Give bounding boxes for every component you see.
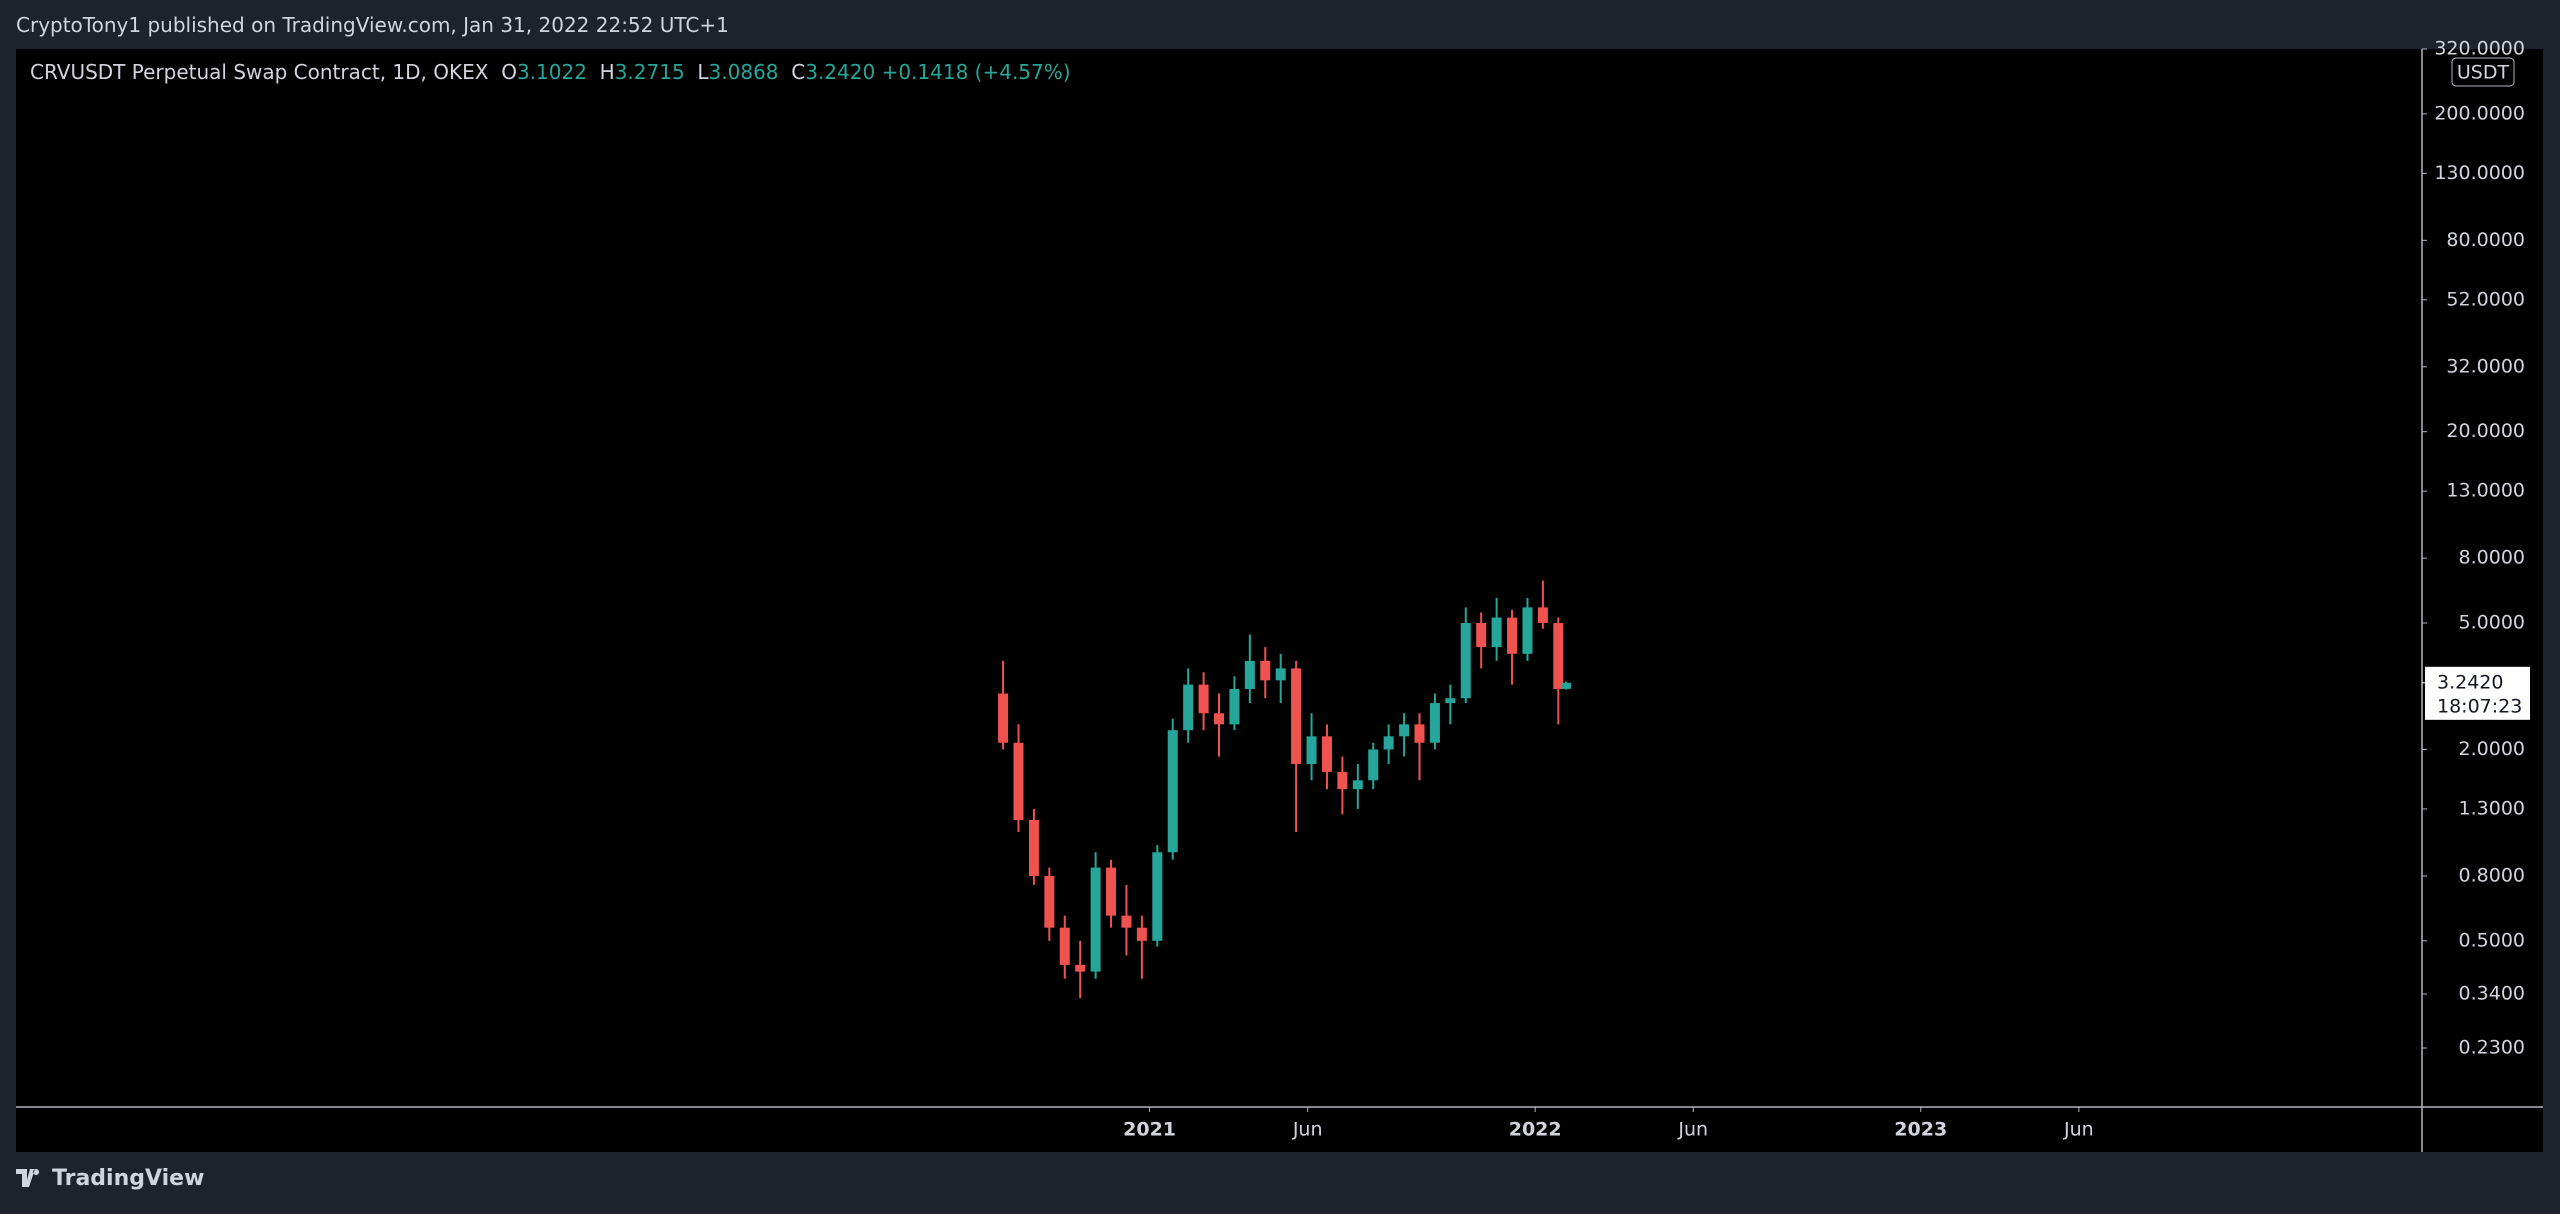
x-tick-label: 2023 bbox=[1894, 1119, 1947, 1141]
x-tick-label: 2022 bbox=[1509, 1119, 1562, 1141]
candle-body bbox=[1121, 915, 1132, 928]
candle-body bbox=[1044, 875, 1055, 928]
legend: CRVUSDT Perpetual Swap Contract, 1D, OKE… bbox=[30, 60, 1071, 84]
candle-body bbox=[1352, 780, 1363, 790]
candle-body bbox=[1306, 736, 1317, 765]
logo bbox=[16, 1169, 40, 1187]
symbol: CRVUSDT Perpetual Swap Contract, 1D, OKE… bbox=[30, 60, 489, 84]
candle-body bbox=[1059, 927, 1070, 965]
x-tick-label: Jun bbox=[2063, 1119, 2094, 1141]
y-tick-label: 0.2300 bbox=[2459, 1037, 2525, 1059]
candle-body bbox=[1260, 660, 1271, 681]
candle-body bbox=[1507, 617, 1518, 654]
candle-body bbox=[1537, 607, 1548, 624]
brand: TradingView bbox=[16, 1166, 204, 1191]
y-tick-label: 1.3000 bbox=[2459, 797, 2525, 819]
candle-body bbox=[998, 693, 1009, 743]
last-price-box bbox=[2425, 666, 2530, 720]
y-tick-label: 8.0000 bbox=[2459, 547, 2525, 569]
candle-body bbox=[1368, 749, 1379, 781]
y-tick-label: 32.0000 bbox=[2446, 355, 2525, 377]
value: 3.0868 bbox=[708, 60, 779, 84]
y-tick-label: 0.3400 bbox=[2459, 983, 2525, 1005]
label: H bbox=[599, 60, 615, 84]
candle-body bbox=[1028, 819, 1039, 876]
currency-box bbox=[2451, 57, 2515, 87]
publisher-bar: CryptoTony1 published on TradingView.com… bbox=[16, 13, 729, 37]
y-tick-label: 320.0000 bbox=[2434, 38, 2525, 60]
label: C bbox=[791, 60, 806, 84]
candle-body bbox=[1183, 684, 1194, 731]
candle-body bbox=[1229, 688, 1240, 725]
value: 3.2420 bbox=[805, 60, 876, 84]
candle-body bbox=[1106, 867, 1117, 916]
candle-body bbox=[1337, 771, 1348, 790]
y-tick-label: 5.0000 bbox=[2459, 612, 2525, 634]
candle-body bbox=[1561, 682, 1572, 689]
brand-text: TradingView bbox=[52, 1166, 205, 1191]
candle-body bbox=[1075, 964, 1086, 972]
value: 3.1022 bbox=[516, 60, 587, 84]
candle-body bbox=[1244, 660, 1255, 689]
plot-area bbox=[16, 49, 2422, 1107]
candle-body bbox=[1214, 713, 1224, 725]
candle-body bbox=[1553, 623, 1564, 689]
y-tick-label: 52.0000 bbox=[2446, 288, 2525, 310]
change: +0.1418 (+4.57%) bbox=[881, 60, 1071, 84]
candle-body bbox=[1522, 607, 1533, 654]
y-tick-label: 0.5000 bbox=[2459, 929, 2525, 951]
candle-body bbox=[1013, 742, 1024, 820]
y-tick-label: 200.0000 bbox=[2434, 102, 2525, 124]
last-price: 3.2420 bbox=[2437, 671, 2503, 693]
candle-body bbox=[1152, 852, 1163, 941]
candle-body bbox=[1399, 724, 1410, 737]
price-axis bbox=[2422, 49, 2543, 1152]
candle-body bbox=[1383, 736, 1394, 750]
label: O bbox=[501, 60, 517, 84]
candle-body bbox=[1198, 684, 1209, 714]
currency: USDT bbox=[2457, 62, 2510, 84]
candle-body bbox=[1491, 617, 1502, 648]
candle-body bbox=[1167, 730, 1178, 853]
candle-body bbox=[1090, 867, 1101, 972]
x-tick-label: Jun bbox=[1677, 1119, 1708, 1141]
x-tick-label: Jun bbox=[1292, 1119, 1323, 1141]
candle-body bbox=[1414, 724, 1425, 743]
x-tick-label: 2021 bbox=[1123, 1119, 1176, 1141]
candle-body bbox=[1445, 698, 1456, 704]
value: 3.2715 bbox=[614, 60, 685, 84]
candle-body bbox=[1476, 623, 1487, 648]
y-tick-label: 13.0000 bbox=[2446, 480, 2525, 502]
y-tick-label: 80.0000 bbox=[2446, 229, 2525, 251]
candle-body bbox=[1460, 623, 1471, 699]
candle-body bbox=[1429, 703, 1440, 743]
candle-body bbox=[1275, 668, 1286, 681]
label: L bbox=[697, 60, 709, 84]
y-tick-label: 130.0000 bbox=[2434, 162, 2525, 184]
candle-body bbox=[1321, 736, 1332, 772]
candle-body bbox=[1291, 668, 1302, 765]
time-axis bbox=[16, 1107, 2422, 1152]
y-tick-label: 20.0000 bbox=[2446, 420, 2525, 442]
y-tick-label: 0.8000 bbox=[2459, 864, 2525, 886]
candle-body bbox=[1136, 927, 1147, 941]
countdown: 18:07:23 bbox=[2437, 695, 2522, 717]
y-tick-label: 2.0000 bbox=[2459, 738, 2525, 760]
